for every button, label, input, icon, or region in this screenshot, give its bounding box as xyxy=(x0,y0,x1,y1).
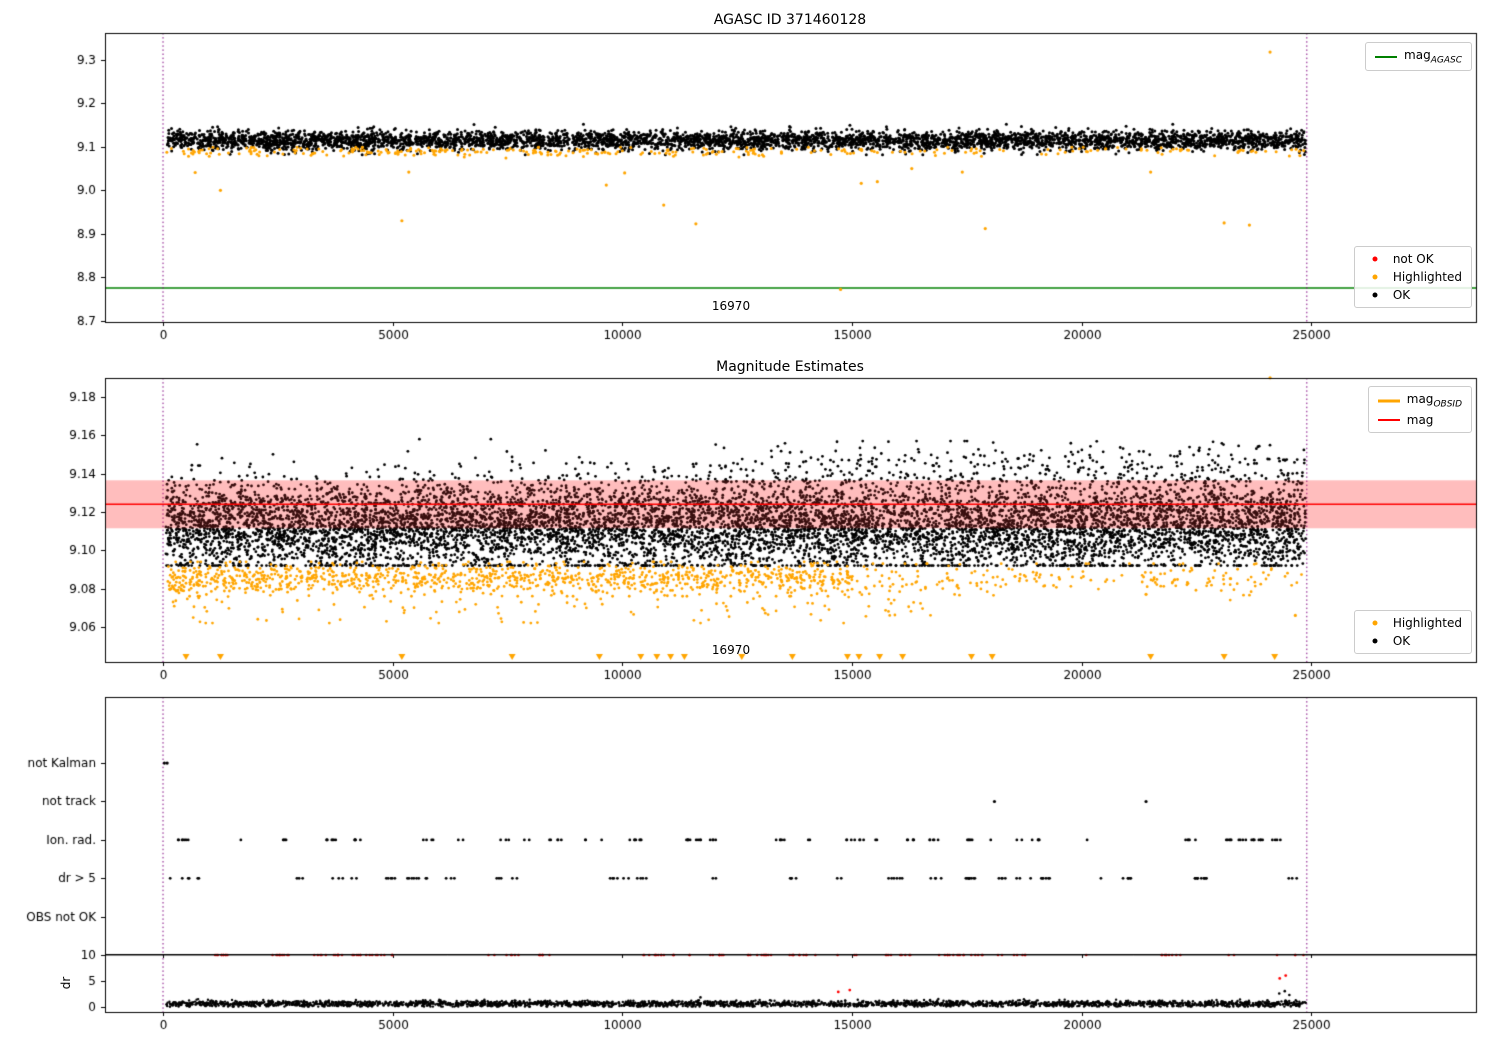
legend-entry: not OK xyxy=(1364,252,1462,266)
middle-plot-title: Magnitude Estimates xyxy=(716,359,864,375)
legend-entry: OK xyxy=(1364,288,1462,302)
legend-marker-line-icon xyxy=(1375,51,1398,62)
legend-marker-dot-icon xyxy=(1364,272,1386,283)
legend-marker-dot-icon xyxy=(1364,618,1386,629)
legend-entry: mag xyxy=(1377,413,1462,428)
legend-label: OK xyxy=(1392,288,1411,302)
obsid-annotation-middle: 16970 xyxy=(711,643,751,657)
dr-axis-label: dr xyxy=(59,976,73,990)
legend-label: Highlighted xyxy=(1392,270,1462,284)
legend: not OK Highlighted OK xyxy=(1353,246,1472,308)
legend-marker-dot-icon xyxy=(1364,254,1386,265)
legend: Highlighted OK xyxy=(1353,610,1472,654)
legend-entry: magAGASC xyxy=(1375,48,1462,65)
legend: magAGASC xyxy=(1365,42,1472,72)
legend-marker-line-icon xyxy=(1377,395,1400,406)
legend-label: OK xyxy=(1392,634,1411,648)
legend-entry: magOBSID xyxy=(1377,392,1462,410)
legend-marker-line-icon xyxy=(1377,415,1400,426)
legend-entry: Highlighted xyxy=(1364,616,1462,630)
legend: magOBSID mag xyxy=(1367,386,1472,434)
legend-marker-dot-icon xyxy=(1364,290,1386,301)
legend-label: magAGASC xyxy=(1404,48,1462,66)
legend-entry: Highlighted xyxy=(1364,270,1462,284)
legend-label: Highlighted xyxy=(1392,616,1462,630)
top-plot-title: AGASC ID 371460128 xyxy=(713,12,867,28)
legend-label: not OK xyxy=(1392,252,1434,266)
obsid-annotation-top: 16970 xyxy=(711,299,751,313)
legend-label: magOBSID xyxy=(1406,392,1462,410)
legend-entry: OK xyxy=(1364,634,1462,648)
legend-marker-dot-icon xyxy=(1364,636,1386,647)
legend-label: mag xyxy=(1406,413,1434,428)
